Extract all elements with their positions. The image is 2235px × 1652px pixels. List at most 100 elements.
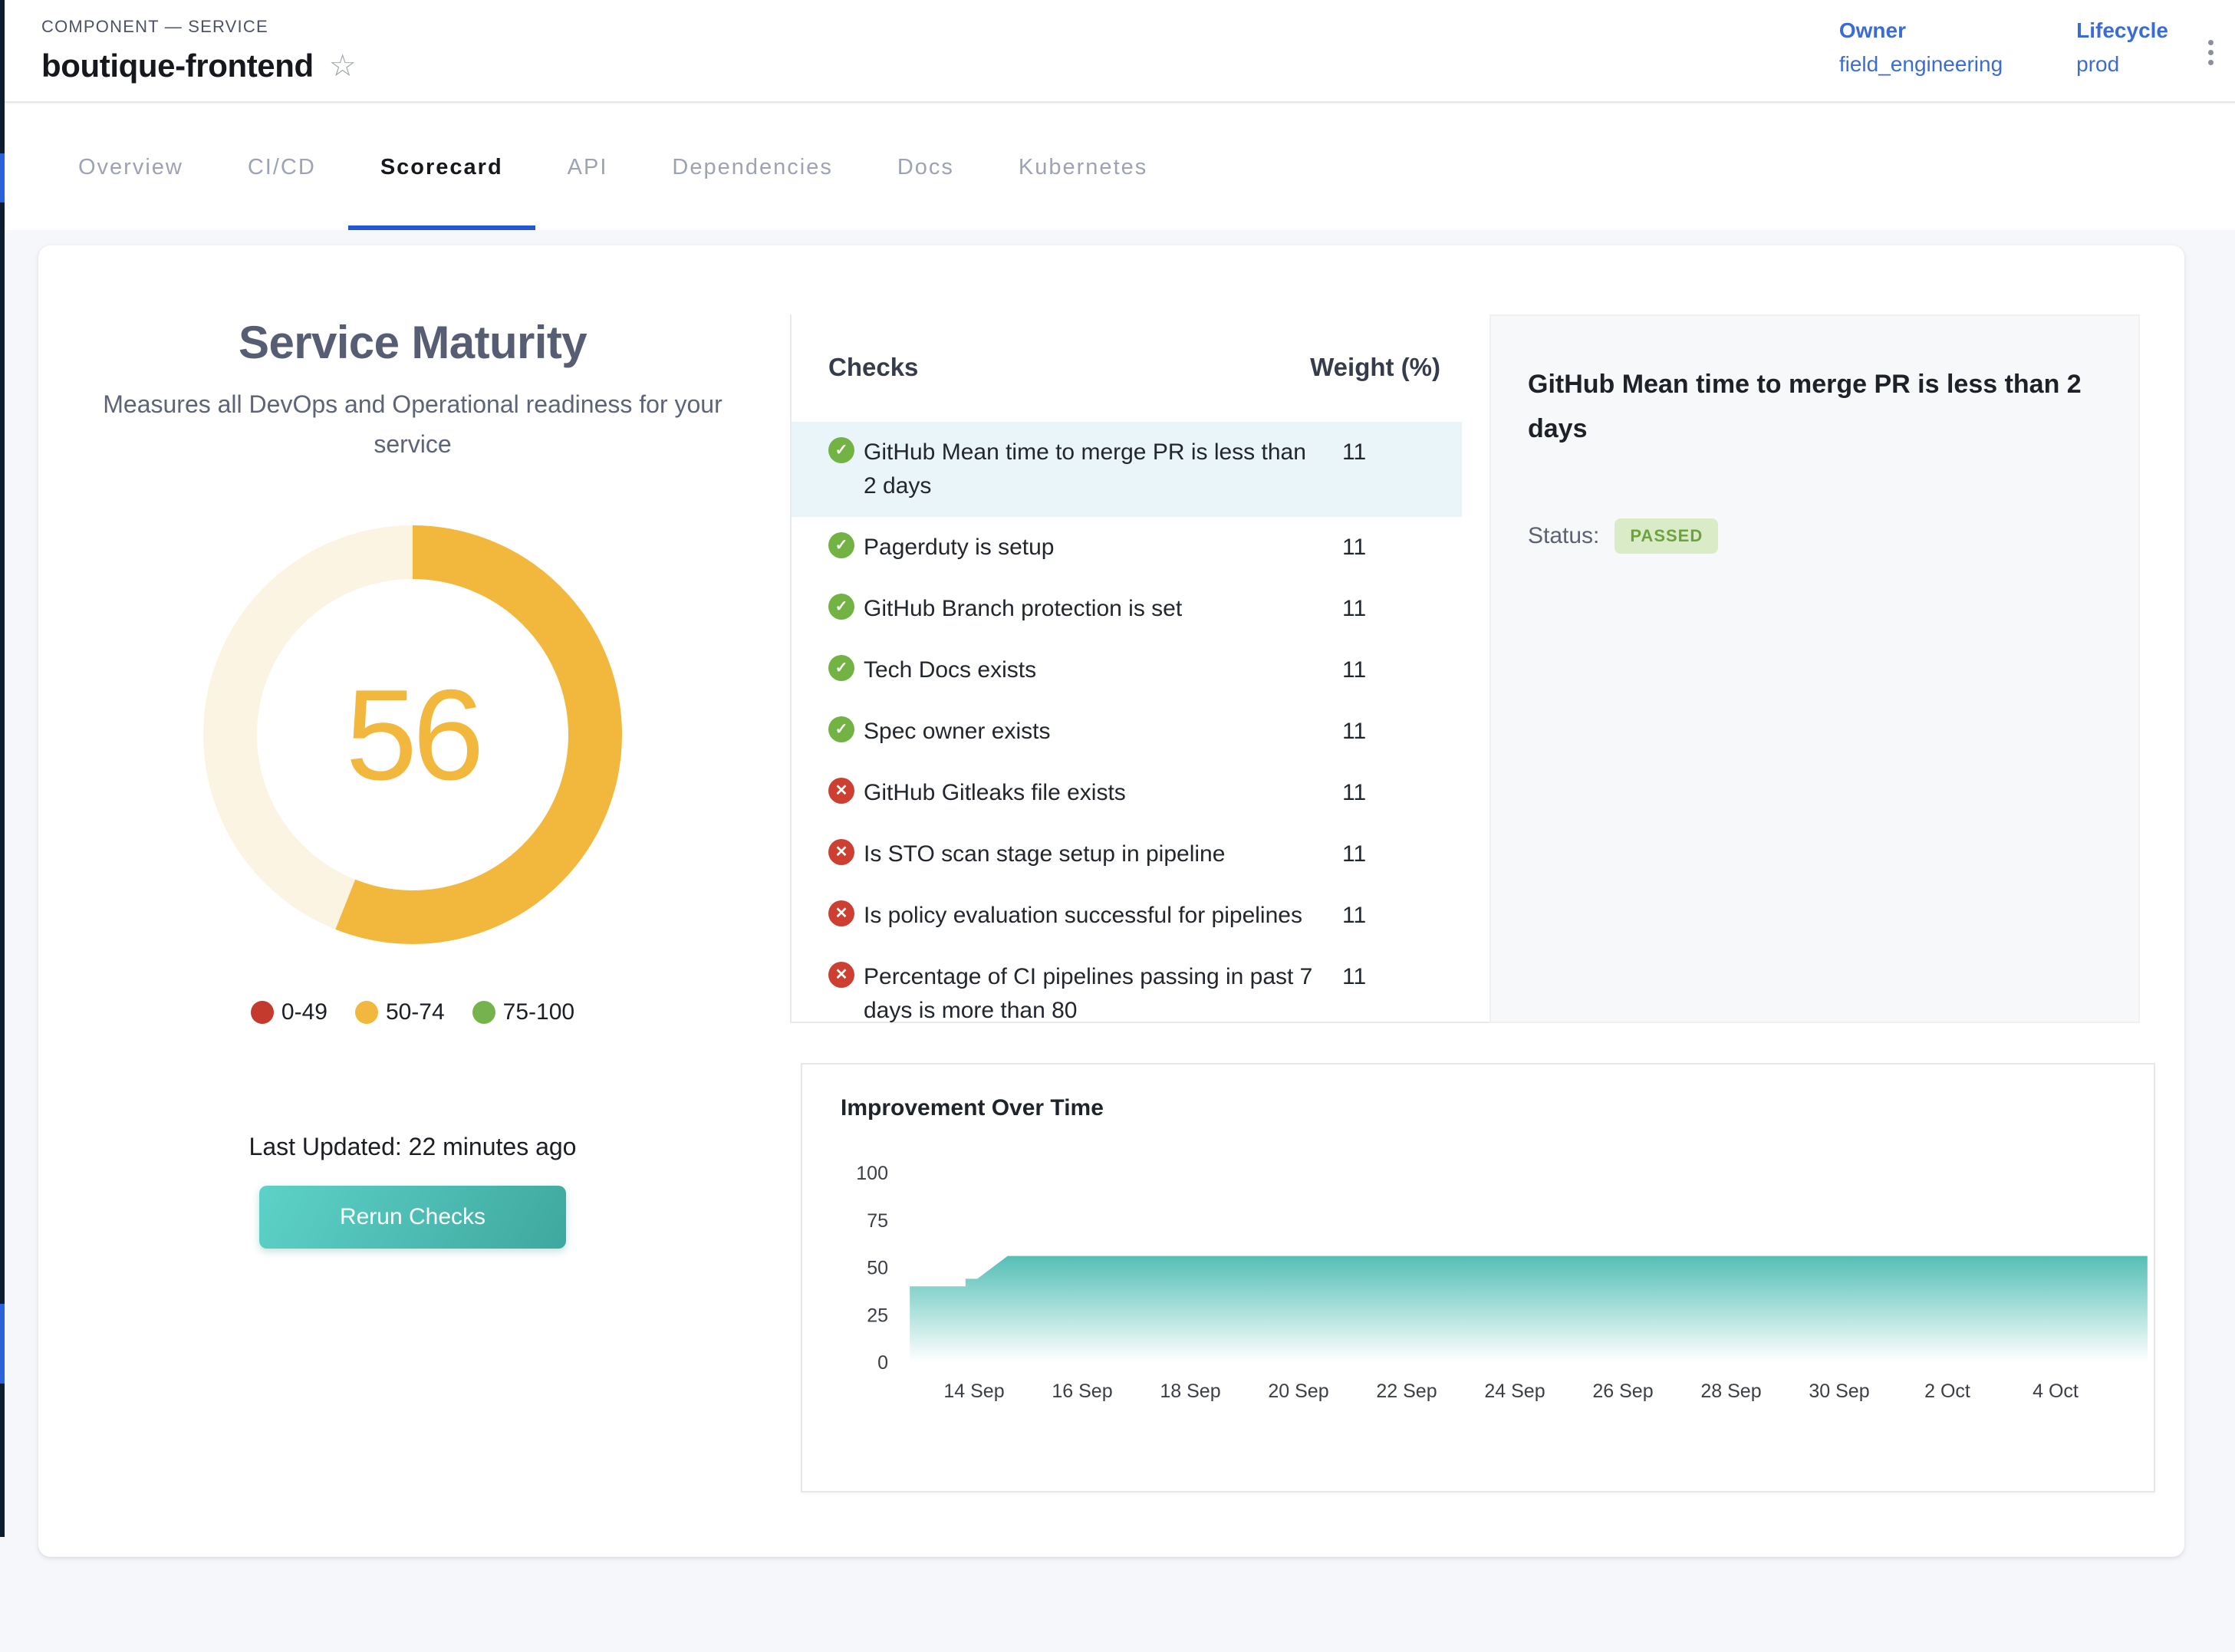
check-weight: 11 <box>1342 715 1366 749</box>
x-axis-tick-label: 28 Sep <box>1700 1381 1761 1402</box>
tab-api[interactable]: API <box>535 104 640 230</box>
check-weight: 11 <box>1342 776 1366 810</box>
x-axis-tick-label: 4 Oct <box>2033 1381 2079 1402</box>
check-weight: 11 <box>1342 960 1366 994</box>
legend-item: 0-49 <box>251 999 328 1025</box>
tab-dependencies[interactable]: Dependencies <box>640 104 864 230</box>
area-chart-svg: 025507510014 Sep16 Sep18 Sep20 Sep22 Sep… <box>802 1111 2154 1445</box>
x-axis-tick-label: 16 Sep <box>1052 1381 1112 1402</box>
tab-label: Scorecard <box>380 155 503 180</box>
legend-label: 0-49 <box>281 999 328 1025</box>
legend-label: 50-74 <box>386 999 445 1025</box>
y-axis-tick-label: 100 <box>856 1163 888 1184</box>
checks-section: Checks Weight (%) ✓ GitHub Mean time to m… <box>790 314 2140 1023</box>
check-label: Percentage of CI pipelines passing in pa… <box>864 960 1324 1028</box>
check-row[interactable]: ✕ Is STO scan stage setup in pipeline 11 <box>792 824 1462 885</box>
check-row[interactable]: ✕ Percentage of CI pipelines passing in p… <box>792 946 1462 1042</box>
gauge-legend: 0-49 50-74 75-100 <box>60 999 765 1025</box>
maturity-gauge: 56 <box>203 525 622 944</box>
entity-kind-breadcrumb: COMPONENT — SERVICE <box>41 17 268 37</box>
check-weight: 11 <box>1342 592 1366 626</box>
improvement-area-chart: 025507510014 Sep16 Sep18 Sep20 Sep22 Sep… <box>802 1111 2154 1445</box>
scorecard-subtitle: Measures all DevOps and Operational read… <box>83 384 742 464</box>
check-passed-icon: ✓ <box>828 594 854 620</box>
more-options-kebab-icon[interactable] <box>2199 31 2223 74</box>
legend-item: 50-74 <box>355 999 445 1025</box>
favorite-star-icon[interactable]: ☆ <box>329 51 357 81</box>
check-weight: 11 <box>1342 531 1366 564</box>
check-row[interactable]: ✓ GitHub Branch protection is set 11 <box>792 578 1462 640</box>
x-axis-tick-label: 2 Oct <box>1924 1381 1970 1402</box>
lifecycle-value: prod <box>2076 52 2168 77</box>
check-passed-icon: ✓ <box>828 655 854 681</box>
x-axis-tick-label: 18 Sep <box>1160 1381 1220 1402</box>
check-row[interactable]: ✕ GitHub Gitleaks file exists 11 <box>792 762 1462 824</box>
maturity-area-series <box>910 1256 2148 1362</box>
sidebar-edge-strip <box>0 0 5 1537</box>
x-axis-tick-label: 24 Sep <box>1484 1381 1545 1402</box>
check-label: GitHub Branch protection is set <box>864 592 1324 626</box>
tab-scorecard[interactable]: Scorecard <box>348 104 535 230</box>
check-row[interactable]: ✓ GitHub Mean time to merge PR is less th… <box>792 422 1462 517</box>
legend-dot-icon <box>251 1001 274 1024</box>
check-failed-icon: ✕ <box>828 962 854 988</box>
lifecycle-label: Lifecycle <box>2076 18 2168 43</box>
maturity-summary: Service Maturity Measures all DevOps and… <box>38 245 787 1249</box>
legend-dot-icon <box>472 1001 495 1024</box>
check-passed-icon: ✓ <box>828 716 854 742</box>
sidebar-edge-accent-top <box>0 153 5 202</box>
check-label: Tech Docs exists <box>864 653 1324 687</box>
check-label: GitHub Gitleaks file exists <box>864 776 1324 810</box>
x-axis-tick-label: 20 Sep <box>1268 1381 1328 1402</box>
tab-docs[interactable]: Docs <box>865 104 986 230</box>
page-title: boutique-frontend <box>41 48 314 84</box>
status-label: Status: <box>1528 523 1599 549</box>
maturity-score-value: 56 <box>203 525 622 944</box>
y-axis-tick-label: 75 <box>867 1210 888 1232</box>
check-passed-icon: ✓ <box>828 437 854 463</box>
rerun-checks-button[interactable]: Rerun Checks <box>259 1186 566 1249</box>
lifecycle-block: Lifecycle prod <box>2076 18 2168 77</box>
check-label: Is STO scan stage setup in pipeline <box>864 838 1324 871</box>
check-row[interactable]: ✓ Spec owner exists 11 <box>792 701 1462 762</box>
tab-label: CI/CD <box>248 155 316 180</box>
x-axis-tick-label: 30 Sep <box>1809 1381 1869 1402</box>
x-axis-tick-label: 26 Sep <box>1592 1381 1653 1402</box>
check-weight: 11 <box>1342 653 1366 687</box>
tab-overview[interactable]: Overview <box>46 104 216 230</box>
check-detail-panel: GitHub Mean time to merge PR is less tha… <box>1489 314 2140 1023</box>
status-badge: PASSED <box>1615 518 1718 554</box>
owner-block: Owner field_engineering <box>1839 18 2003 77</box>
y-axis-tick-label: 0 <box>877 1352 888 1374</box>
scorecard-title: Service Maturity <box>60 316 765 369</box>
legend-dot-icon <box>355 1001 378 1024</box>
check-row[interactable]: ✓ Tech Docs exists 11 <box>792 640 1462 701</box>
owner-label: Owner <box>1839 18 2003 43</box>
owner-link[interactable]: field_engineering <box>1839 52 2003 77</box>
tab-kubernetes[interactable]: Kubernetes <box>986 104 1180 230</box>
tab-label: Kubernetes <box>1019 155 1147 180</box>
weight-column-header: Weight (%) <box>1310 353 1440 382</box>
check-weight: 11 <box>1342 899 1366 933</box>
tab-ci-cd[interactable]: CI/CD <box>216 104 348 230</box>
app-header: COMPONENT — SERVICE boutique-frontend ☆ … <box>0 0 2235 103</box>
x-axis-tick-label: 22 Sep <box>1376 1381 1437 1402</box>
active-tab-underline <box>348 225 535 230</box>
check-detail-title: GitHub Mean time to merge PR is less tha… <box>1528 362 2102 451</box>
checks-column-header: Checks <box>828 353 918 382</box>
check-label: Is policy evaluation successful for pipe… <box>864 899 1324 933</box>
check-row[interactable]: ✕Is policy evaluation successful for pip… <box>792 885 1462 946</box>
legend-item: 75-100 <box>472 999 574 1025</box>
tab-label: Docs <box>897 155 954 180</box>
check-label: GitHub Mean time to merge PR is less tha… <box>864 436 1324 503</box>
check-failed-icon: ✕ <box>828 839 854 865</box>
check-weight: 11 <box>1342 838 1366 871</box>
checks-table: Checks Weight (%) ✓ GitHub Mean time to m… <box>792 314 1462 1022</box>
check-label: Spec owner exists <box>864 715 1324 749</box>
x-axis-tick-label: 14 Sep <box>943 1381 1004 1402</box>
tab-label: API <box>568 155 608 180</box>
check-row[interactable]: ✓Pagerduty is setup11 <box>792 517 1462 578</box>
scorecard-card: Service Maturity Measures all DevOps and… <box>38 245 2184 1557</box>
check-failed-icon: ✕ <box>828 778 854 804</box>
check-weight: 11 <box>1342 436 1366 469</box>
